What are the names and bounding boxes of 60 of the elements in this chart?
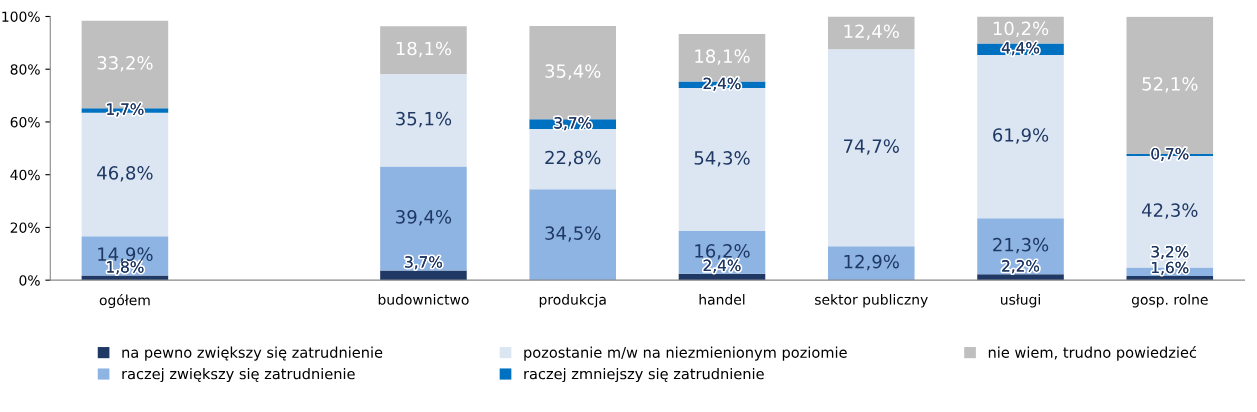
x-tick-label: usługi <box>1000 294 1040 308</box>
bar <box>380 73 467 167</box>
data-label: 1,8% <box>107 261 144 275</box>
y-tick-label: 0% <box>19 275 40 286</box>
bar <box>1126 275 1214 281</box>
y-tick-label: 80% <box>10 64 40 75</box>
bar <box>977 54 1064 219</box>
legend-label: nie wiem, trudno powiedzieć <box>988 346 1197 361</box>
data-label: 3,7% <box>554 117 592 131</box>
data-label: 12,9% <box>844 254 899 271</box>
data-label: 16,2% <box>695 244 750 260</box>
data-label: 33,2% <box>97 56 153 72</box>
data-label: 4,4% <box>1001 42 1040 56</box>
data-label: 18,1% <box>396 41 452 58</box>
x-tick-label: handel <box>699 294 745 305</box>
data-label: 22,8% <box>545 150 601 167</box>
data-label: 35,1% <box>396 111 452 128</box>
data-label: 46,8% <box>97 166 153 182</box>
data-label: 35,4% <box>545 64 601 80</box>
y-tick-label: 60% <box>10 116 40 128</box>
bar <box>827 16 915 50</box>
data-label: 39,4% <box>396 210 452 226</box>
data-label: 34,5% <box>545 226 601 242</box>
data-label: 2,4% <box>703 259 741 273</box>
bar <box>81 275 169 281</box>
data-label: 10,2% <box>993 21 1049 38</box>
x-tick-label: produkcja <box>539 294 606 308</box>
data-label: 12,4% <box>844 24 899 40</box>
x-tick-label: budownictwo <box>378 294 469 305</box>
bar <box>678 273 766 281</box>
legend-label: raczej zwiększy się zatrudnienie <box>122 368 355 383</box>
data-label: 2,2% <box>1002 260 1040 274</box>
bar <box>380 26 467 74</box>
bar <box>529 129 617 190</box>
bar <box>529 189 617 281</box>
y-tick-label: 40% <box>10 169 40 181</box>
legend-label: pozostanie m/w na niezmienionym poziomie <box>524 346 847 361</box>
bar <box>827 246 915 281</box>
bar <box>380 270 467 281</box>
bar <box>827 49 915 247</box>
x-tick-label: sektor publiczny <box>815 294 928 308</box>
data-label: 54,3% <box>694 151 750 167</box>
data-label: 3,2% <box>1151 245 1189 259</box>
data-label: 74,7% <box>844 139 899 155</box>
y-tick-label: 20% <box>10 222 40 233</box>
data-label: 42,3% <box>1142 203 1198 219</box>
data-label: 52,1% <box>1142 77 1198 93</box>
data-label: 1,7% <box>107 103 144 117</box>
bar <box>380 166 467 271</box>
legend-label: na pewno zwiększy się zatrudnienie <box>122 346 383 361</box>
data-label: 21,3% <box>993 237 1049 254</box>
x-tick-label: gosp. rolne <box>1131 294 1208 308</box>
data-label: 14,9% <box>98 247 153 263</box>
data-label: 18,1% <box>695 49 750 65</box>
legend-label: raczej zmniejszy się zatrudnienie <box>524 368 764 383</box>
bar <box>977 274 1064 281</box>
data-label: 3,7% <box>405 256 443 270</box>
x-tick-label: ogółem <box>99 294 150 309</box>
data-label: 61,9% <box>993 128 1049 144</box>
y-tick-label: 100% <box>2 11 40 22</box>
